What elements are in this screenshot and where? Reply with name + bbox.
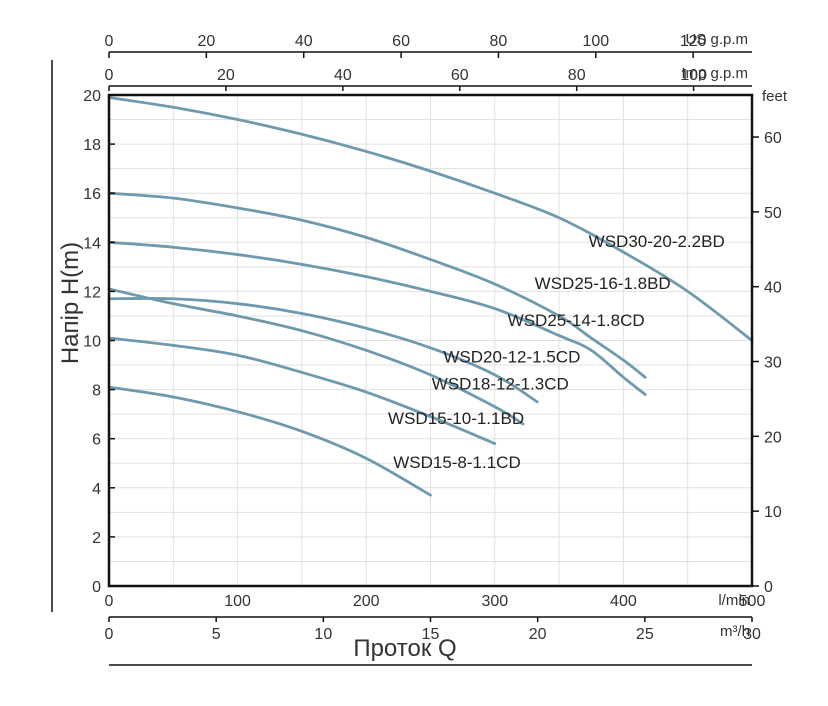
us-gpm-tick-label: 20: [197, 33, 215, 50]
us-gpm-axis-unit: US g.p.m: [685, 31, 748, 48]
y-tick-label: 6: [92, 432, 101, 449]
series-label-wsd25-14-1.8cd: WSD25-14-1.8CD: [508, 311, 645, 330]
m3h-tick-label: 25: [636, 626, 654, 643]
series-line-wsd25-14-1.8cd: [107, 240, 647, 396]
y-tick-label: 4: [92, 481, 101, 498]
series-line-wsd25-16-1.8bd: [107, 191, 647, 379]
y-axis-label: Напір H(m): [57, 242, 84, 364]
lmin-tick-label: 400: [610, 593, 637, 610]
y-tick-label: 16: [83, 186, 101, 203]
series-line-wsd15-8-1.1cd: [107, 385, 432, 497]
m3h-tick-label: 0: [105, 626, 114, 643]
imp-gpm-tick-label: 0: [105, 67, 114, 84]
feet-axis-unit: feet: [762, 88, 788, 105]
m3h-axis-unit: m³/h: [720, 623, 750, 640]
feet-tick-label: 10: [764, 504, 782, 521]
series-line-wsd18-12-1.3cd: [107, 287, 525, 426]
y-tick-label: 2: [92, 530, 101, 547]
y-tick-label: 18: [83, 137, 101, 154]
imp-gpm-axis-unit: Imp g.p.m: [681, 65, 748, 82]
curve-labels: WSD30-20-2.2BD WSD25-16-1.8BD WSD25-14-1.8…: [388, 232, 725, 472]
y-tick-label: 0: [92, 579, 101, 596]
us-gpm-tick-label: 40: [295, 33, 313, 50]
us-gpm-tick-label: 100: [582, 33, 609, 50]
y-tick-label: 14: [83, 235, 101, 252]
lmin-tick-label: 300: [481, 593, 508, 610]
imp-gpm-tick-label: 20: [217, 67, 235, 84]
lmin-tick-label: 200: [353, 593, 380, 610]
series-label-wsd20-12-1.5cd: WSD20-12-1.5CD: [443, 348, 580, 367]
us-gpm-tick-label: 80: [490, 33, 508, 50]
us-gpm-tick-label: 60: [392, 33, 410, 50]
lmin-tick-label: 0: [105, 593, 114, 610]
lmin-tick-label: 500: [739, 593, 766, 610]
y-tick-label: 8: [92, 383, 101, 400]
m3h-tick-label: 10: [314, 626, 332, 643]
imp-gpm-tick-label: 80: [568, 67, 586, 84]
imp-gpm-tick-label: 40: [334, 67, 352, 84]
m3h-tick-label: 30: [743, 626, 761, 643]
series-line-wsd15-10-1.1bd: [107, 336, 497, 446]
us-gpm-tick-label: 120: [680, 33, 707, 50]
imp-gpm-tick-label: 60: [451, 67, 469, 84]
series-label-wsd15-8-1.1cd: WSD15-8-1.1CD: [393, 453, 521, 472]
m3h-tick-label: 20: [529, 626, 547, 643]
lmin-axis-unit: l/min: [718, 592, 750, 609]
feet-tick-label: 40: [764, 280, 782, 297]
y-tick-label: 12: [83, 284, 101, 301]
series-line-wsd30-20-2.2bd: [107, 96, 754, 342]
y-tick-label: 20: [83, 88, 101, 105]
m3h-tick-label: 15: [422, 626, 440, 643]
grid: [109, 95, 752, 586]
m3h-tick-label: 5: [212, 626, 221, 643]
series-label-wsd18-12-1.3cd: WSD18-12-1.3CD: [432, 375, 569, 394]
series-label-wsd30-20-2.2bd: WSD30-20-2.2BD: [589, 232, 725, 251]
x-axis-label: Проток Q: [353, 635, 456, 662]
feet-tick-label: 50: [764, 205, 782, 222]
series-label-wsd25-16-1.8bd: WSD25-16-1.8BD: [535, 274, 671, 293]
pump-curves: [107, 96, 754, 497]
imp-gpm-tick-label: 100: [680, 67, 707, 84]
feet-tick-label: 0: [764, 579, 773, 596]
lmin-tick-label: 100: [224, 593, 251, 610]
series-line-wsd20-12-1.5cd: [107, 297, 539, 404]
feet-tick-label: 60: [764, 130, 782, 147]
feet-tick-label: 20: [764, 429, 782, 446]
feet-tick-label: 30: [764, 355, 782, 372]
y-tick-label: 10: [83, 334, 101, 351]
series-label-wsd15-10-1.1bd: WSD15-10-1.1BD: [388, 409, 524, 428]
us-gpm-tick-label: 0: [105, 33, 114, 50]
